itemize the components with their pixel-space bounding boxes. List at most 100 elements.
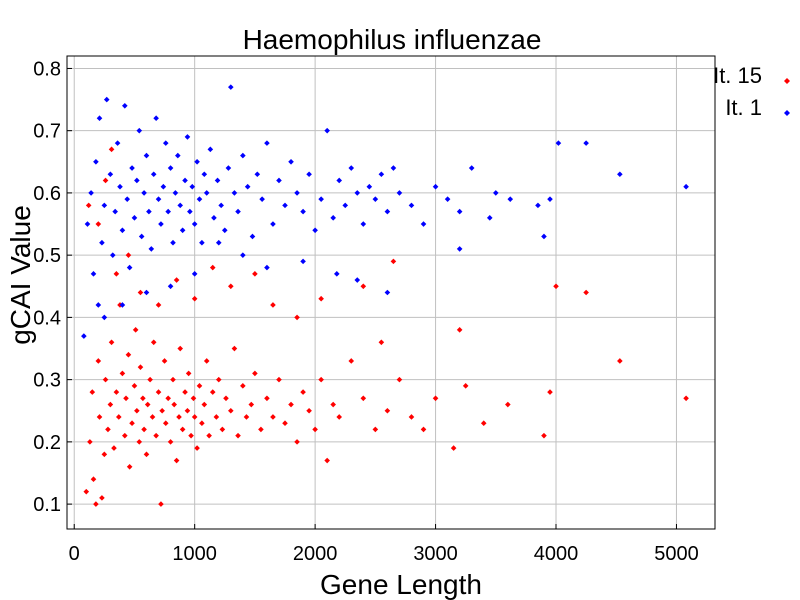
scatter-point (85, 202, 92, 209)
scatter-point (300, 389, 306, 395)
scatter-point (123, 395, 129, 402)
scatter-point (294, 314, 300, 321)
scatter-point (191, 414, 198, 420)
scatter-point (211, 215, 217, 221)
scatter-point (336, 414, 343, 420)
scatter-point (103, 96, 110, 103)
legend: It. 15 It. 1 (713, 63, 790, 120)
scatter-point (191, 271, 198, 277)
scatter-point (112, 208, 118, 215)
scatter-point (137, 364, 144, 370)
scatter-point (231, 345, 238, 352)
scatter-point (225, 165, 232, 171)
scatter-point (129, 165, 135, 171)
scatter-point (134, 177, 140, 184)
scatter-point (252, 271, 258, 277)
scatter-point (153, 115, 159, 122)
scatter-point (144, 401, 151, 408)
scatter-point (108, 146, 115, 153)
scatter-point (456, 246, 463, 252)
scatter-point (553, 283, 559, 290)
scatter-point (199, 239, 205, 246)
scatter-point (203, 358, 210, 364)
scatter-point (115, 414, 122, 420)
scatter-point (384, 289, 391, 296)
scatter-point (161, 358, 168, 364)
scatter-point (95, 302, 102, 308)
scatter-point (184, 407, 191, 414)
scatter-point (184, 134, 191, 140)
scatter-point (95, 358, 102, 364)
scatter-point (306, 407, 312, 414)
scatter-point (468, 165, 475, 171)
scatter-point (171, 401, 177, 408)
scatter-point (420, 426, 427, 433)
scatter-point (199, 420, 205, 426)
scatter-point (333, 271, 340, 277)
scatter-point (372, 426, 379, 433)
scatter-point (270, 302, 276, 308)
scatter-point (360, 221, 367, 227)
scatter-point (160, 183, 167, 190)
scatter-point (201, 401, 208, 408)
scatter-point (81, 333, 87, 339)
scatter-point (547, 196, 553, 202)
scatter-point (155, 302, 162, 308)
x-tick-label: 5000 (654, 543, 699, 565)
scatter-point (432, 395, 439, 402)
scatter-point (119, 302, 126, 308)
scatter-point (188, 432, 194, 439)
x-tick-label: 4000 (534, 543, 579, 565)
scatter-point (113, 389, 120, 395)
x-axis-ticks: 0 1000 2000 3000 4000 5000 (69, 524, 699, 565)
scatter-point (162, 420, 169, 426)
scatter-point (209, 389, 216, 395)
legend-label: It. 15 (713, 63, 762, 88)
y-tick-label: 0.2 (33, 432, 61, 454)
scatter-point (111, 445, 117, 451)
scatter-point (170, 376, 176, 383)
scatter-point (89, 389, 96, 395)
scatter-point (107, 401, 114, 408)
scatter-point (276, 177, 282, 184)
scatter-point (306, 171, 312, 178)
scatter-point (312, 426, 318, 433)
scatter-point (240, 152, 246, 159)
scatter-point (683, 183, 689, 190)
scatter-point (143, 152, 150, 159)
scatter-point (384, 407, 391, 414)
scatter-point (396, 190, 403, 196)
scatter-point (137, 289, 144, 296)
scatter-point (147, 376, 153, 383)
scatter-point (122, 432, 128, 439)
scatter-point (122, 102, 128, 109)
scatter-point (132, 327, 139, 333)
scatter-point (191, 295, 198, 302)
scatter-point (215, 239, 222, 246)
scatter-point (336, 177, 343, 184)
scatter-point (126, 463, 133, 470)
scatter-point (185, 370, 192, 377)
scatter-point (617, 171, 623, 178)
scatter-point (101, 314, 108, 321)
scatter-point (300, 208, 306, 215)
scatter-point (167, 283, 174, 290)
scatter-point (366, 183, 373, 190)
scatter-point (219, 426, 226, 433)
scatter-point (254, 171, 261, 178)
scatter-point (258, 426, 264, 433)
scatter-point (102, 376, 109, 383)
scatter-point (270, 221, 276, 227)
scatter-point (264, 140, 270, 146)
scatter-point (683, 395, 689, 402)
scatter-point (243, 414, 250, 420)
x-tick-label: 0 (69, 543, 80, 565)
scatter-point (101, 202, 108, 209)
scatter-point (90, 476, 97, 483)
scatter-point (330, 401, 336, 408)
scatter-point (432, 183, 439, 190)
scatter-point (390, 258, 397, 265)
scatter-point (175, 152, 181, 159)
scatter-point (182, 177, 188, 184)
scatter-point (113, 271, 120, 277)
